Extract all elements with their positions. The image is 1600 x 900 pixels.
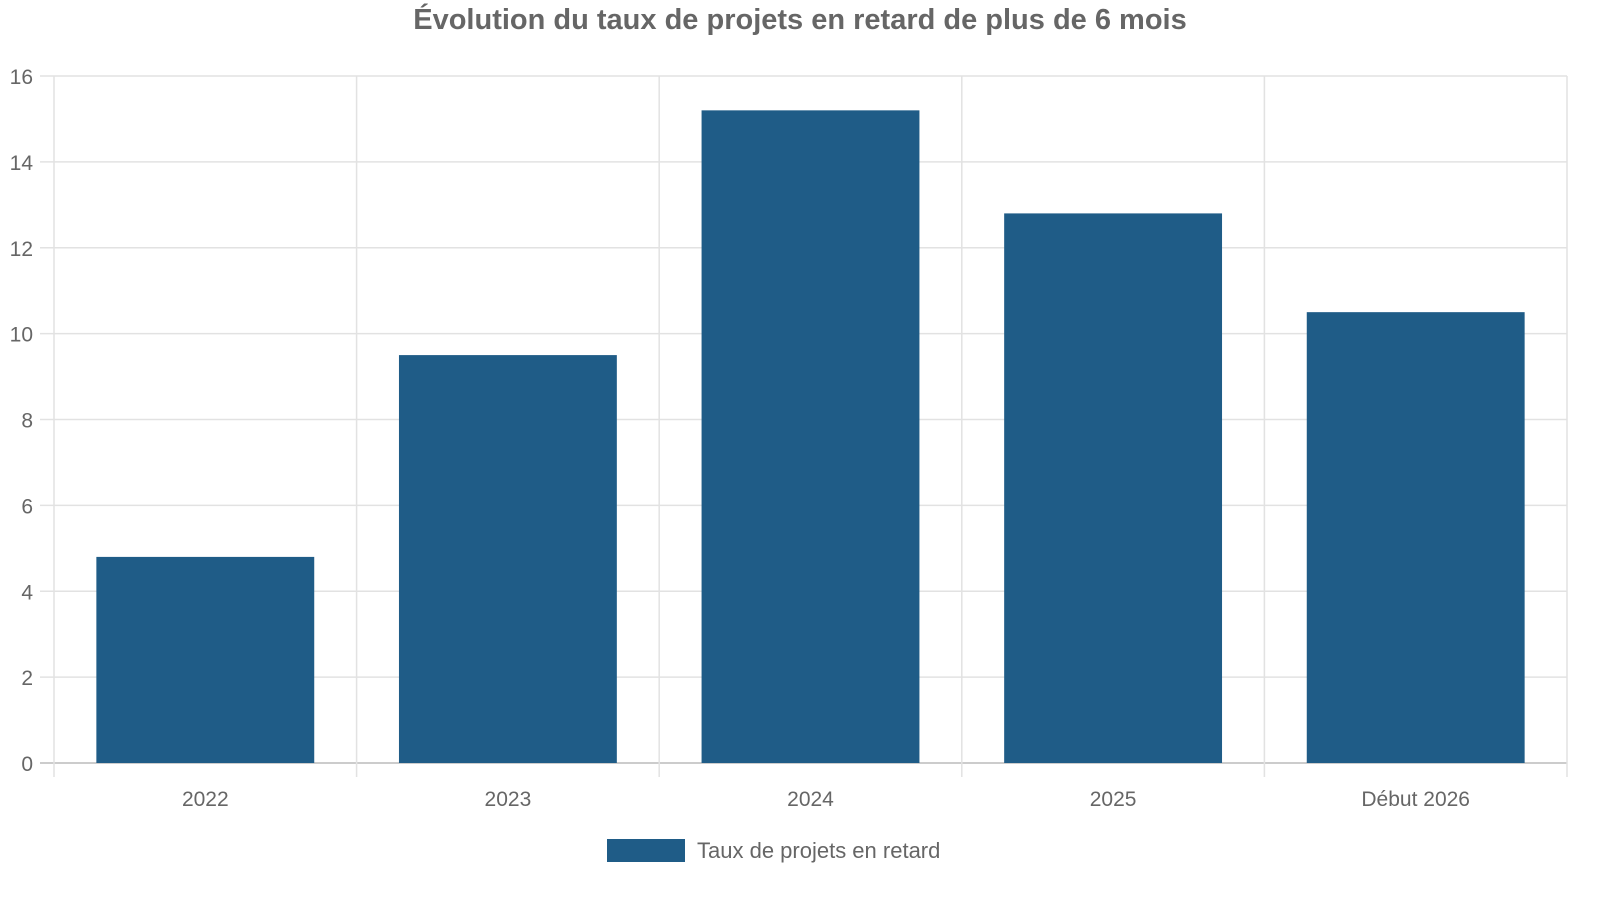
bar-2022[interactable] (96, 556, 315, 763)
chart-title: Évolution du taux de projets en retard d… (413, 2, 1186, 36)
x-tick-label: 2022 (182, 788, 229, 811)
bar-début-2026[interactable] (1306, 312, 1525, 763)
y-tick-label: 12 (10, 238, 33, 261)
y-tick-label: 8 (21, 410, 33, 433)
y-tick-label: 4 (21, 581, 33, 604)
y-tick-label: 6 (21, 495, 33, 518)
x-tick-label: 2023 (485, 788, 532, 811)
x-tick-label: 2024 (787, 788, 834, 811)
x-tick-label: Début 2026 (1361, 788, 1470, 811)
y-tick-label: 14 (10, 152, 34, 175)
y-tick-label: 16 (10, 66, 33, 89)
legend: Taux de projets en retard (607, 838, 940, 863)
legend-swatch (607, 839, 685, 862)
x-tick-label: 2025 (1090, 788, 1137, 811)
bar-2024[interactable] (701, 110, 920, 764)
y-tick-label: 2 (21, 667, 33, 690)
bar-2023[interactable] (398, 355, 617, 763)
legend-label: Taux de projets en retard (697, 838, 940, 863)
bar-2025[interactable] (1004, 213, 1223, 763)
y-tick-label: 10 (10, 324, 33, 347)
y-tick-label: 0 (21, 753, 33, 776)
